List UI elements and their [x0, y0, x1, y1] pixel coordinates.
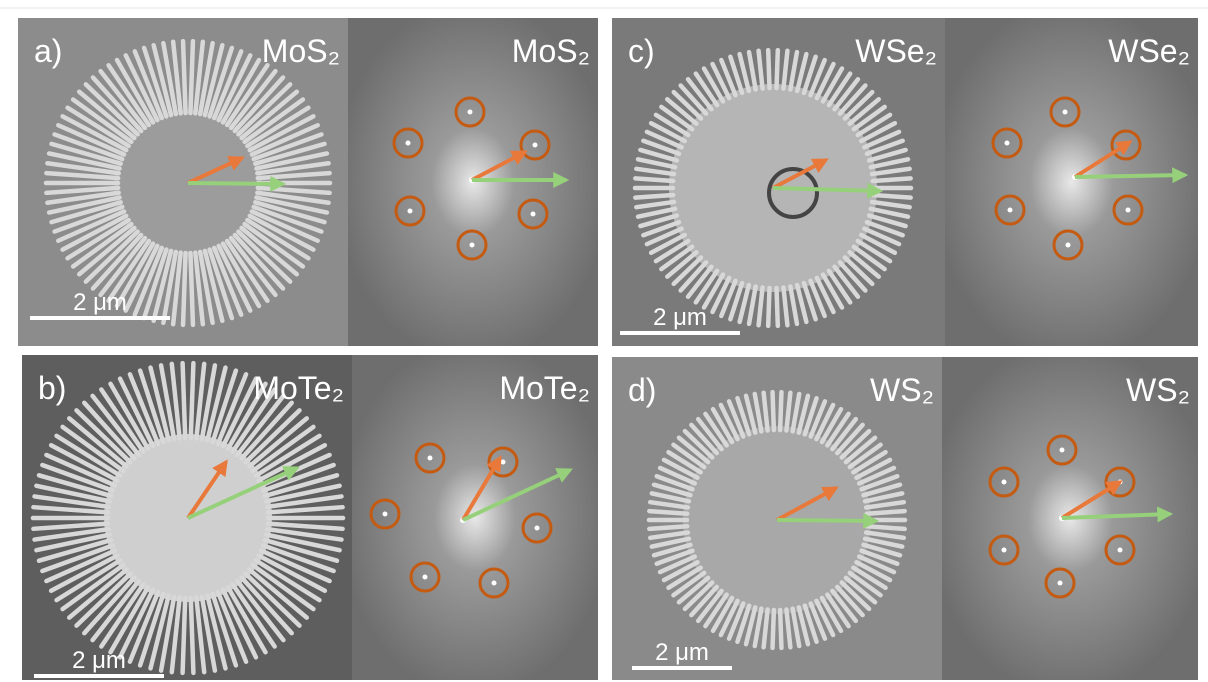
- diffraction-spot: [1008, 208, 1013, 213]
- comb-tooth: [649, 511, 687, 514]
- panel: a) MoS₂ MoS₂ 2 μm: [18, 18, 598, 346]
- diffraction-spot: [1005, 141, 1010, 146]
- comb-tooth: [780, 392, 781, 430]
- comb-tooth: [183, 598, 186, 673]
- diffraction-spot: [406, 141, 411, 146]
- diffraction-spot: [1058, 581, 1063, 586]
- comb-tooth: [191, 363, 194, 438]
- diffraction-spot: [535, 526, 540, 531]
- image-title: WSe₂: [855, 33, 937, 69]
- comb-tooth: [191, 598, 194, 673]
- comb-tooth: [776, 288, 777, 326]
- green-arrow: [1075, 175, 1185, 177]
- comb-tooth: [773, 392, 774, 430]
- diffraction-spot: [1060, 448, 1065, 453]
- comb-tooth: [190, 41, 193, 113]
- scale-bar-label: 2 μm: [653, 304, 707, 331]
- comb-tooth: [183, 253, 186, 325]
- comb-tooth: [873, 195, 911, 198]
- diffraction-spot: [531, 212, 536, 217]
- scale-bar-label: 2 μm: [73, 289, 127, 316]
- comb-tooth: [776, 50, 777, 88]
- diffraction-spot: [1126, 208, 1131, 213]
- diffraction-spot: [501, 460, 506, 465]
- comb-tooth: [190, 253, 193, 325]
- comb-tooth: [780, 610, 781, 648]
- diffraction-spot: [1002, 480, 1007, 485]
- comb-tooth: [183, 41, 186, 113]
- diffraction-spot: [1118, 548, 1123, 553]
- comb-tooth: [649, 526, 687, 529]
- comb-tooth: [773, 610, 774, 648]
- diffraction-spot: [468, 110, 473, 115]
- comb-tooth: [867, 526, 905, 529]
- comb-tooth: [635, 178, 673, 181]
- green-arrow: [777, 520, 876, 521]
- panel-label: b): [38, 370, 66, 406]
- scale-bar-label: 2 μm: [655, 639, 709, 666]
- fft-title: MoTe₂: [499, 370, 590, 406]
- diffraction-spot: [1063, 110, 1068, 115]
- image-title: MoS₂: [262, 33, 340, 69]
- diffraction-spot: [423, 575, 428, 580]
- diffraction-spot: [1002, 548, 1007, 553]
- comb-tooth: [873, 178, 911, 181]
- scale-bar-label: 2 μm: [72, 647, 126, 674]
- fft-title: WS₂: [1126, 372, 1190, 408]
- diffraction-spot: [470, 243, 475, 248]
- figure: a) MoS₂ MoS₂ 2 μm b) MoTe₂ MoTe₂ 2 μm c) WSe₂ WSe₂…: [0, 0, 1208, 682]
- comb-tooth: [768, 50, 769, 88]
- green-arrow: [188, 183, 283, 184]
- image-title: MoTe₂: [253, 370, 344, 406]
- diffraction-spot: [492, 581, 497, 586]
- panel: c) WSe₂ WSe₂ 2 μm: [612, 18, 1198, 346]
- diffraction-spot: [428, 456, 433, 461]
- comb-tooth: [768, 288, 769, 326]
- diffraction-spot: [408, 209, 413, 214]
- panel: d) WS₂ WS₂ 2 μm: [612, 357, 1198, 680]
- image-title: WS₂: [870, 372, 934, 408]
- panel-label: d): [628, 372, 656, 408]
- fft-title: MoS₂: [512, 33, 590, 69]
- comb-tooth: [867, 511, 905, 514]
- panel-label: c): [628, 33, 655, 69]
- diffraction-spot: [1066, 243, 1071, 248]
- comb-tooth: [183, 363, 186, 438]
- panel: b) MoTe₂ MoTe₂ 2 μm: [22, 355, 598, 680]
- diffraction-spot: [383, 512, 388, 517]
- fft-title: WSe₂: [1108, 33, 1190, 69]
- comb-tooth: [635, 195, 673, 198]
- panel-label: a): [34, 33, 62, 69]
- diffraction-spot: [533, 143, 538, 148]
